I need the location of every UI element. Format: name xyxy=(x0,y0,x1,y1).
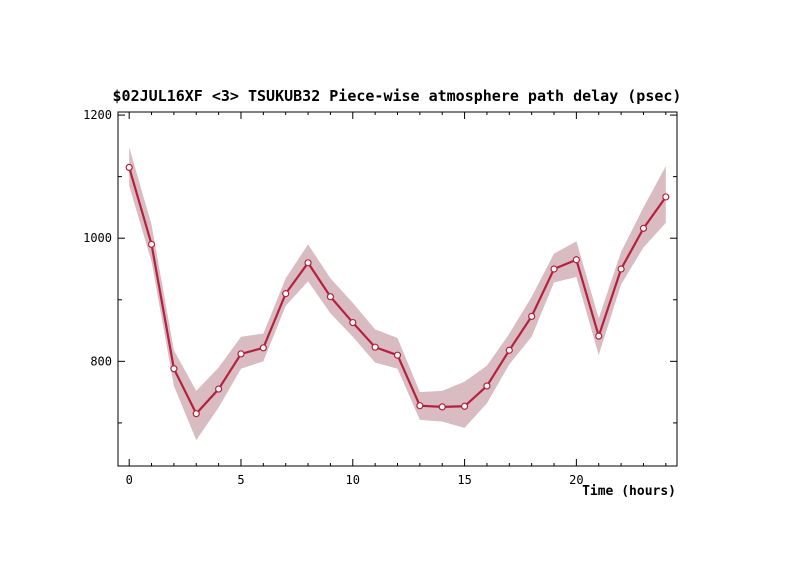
data-points xyxy=(125,163,670,418)
data-point xyxy=(595,332,603,340)
data-point xyxy=(528,312,536,320)
data-point xyxy=(147,240,156,248)
data-point xyxy=(259,344,267,352)
data-point xyxy=(371,343,379,351)
data-point xyxy=(505,346,513,354)
data-point xyxy=(326,293,335,301)
data-point xyxy=(438,403,446,411)
data-point xyxy=(572,256,580,264)
x-tick-label: 5 xyxy=(237,473,244,487)
data-point xyxy=(304,259,312,267)
data-point xyxy=(483,382,491,390)
y-tick-label: 1000 xyxy=(83,231,112,245)
data-point xyxy=(416,402,424,410)
x-tick-label: 20 xyxy=(569,473,583,487)
data-point xyxy=(662,193,670,201)
chart-title: $02JUL16XF <3> TSUKUB32 Piece-wise atmos… xyxy=(113,87,682,105)
x-tick-label: 0 xyxy=(126,473,133,487)
x-tick-label: 10 xyxy=(346,473,360,487)
data-point xyxy=(460,402,469,410)
data-point xyxy=(393,351,402,359)
data-point xyxy=(617,265,625,273)
delay-line xyxy=(128,167,667,416)
y-tick-label: 800 xyxy=(90,354,112,368)
data-point xyxy=(215,385,223,393)
series-line xyxy=(128,167,667,416)
data-point xyxy=(170,365,178,373)
y-tick-label: 1200 xyxy=(83,108,112,122)
data-point xyxy=(282,290,290,298)
data-point xyxy=(192,410,200,418)
data-point xyxy=(349,318,357,327)
x-axis-label: Time (hours) xyxy=(582,484,676,499)
data-point xyxy=(639,224,648,232)
axis-ticks: 0 5 10 15 20 800 1000 1200 xyxy=(83,108,677,487)
data-point xyxy=(550,265,558,273)
data-point xyxy=(237,350,245,358)
x-tick-label: 15 xyxy=(457,473,471,487)
data-point xyxy=(125,163,133,172)
